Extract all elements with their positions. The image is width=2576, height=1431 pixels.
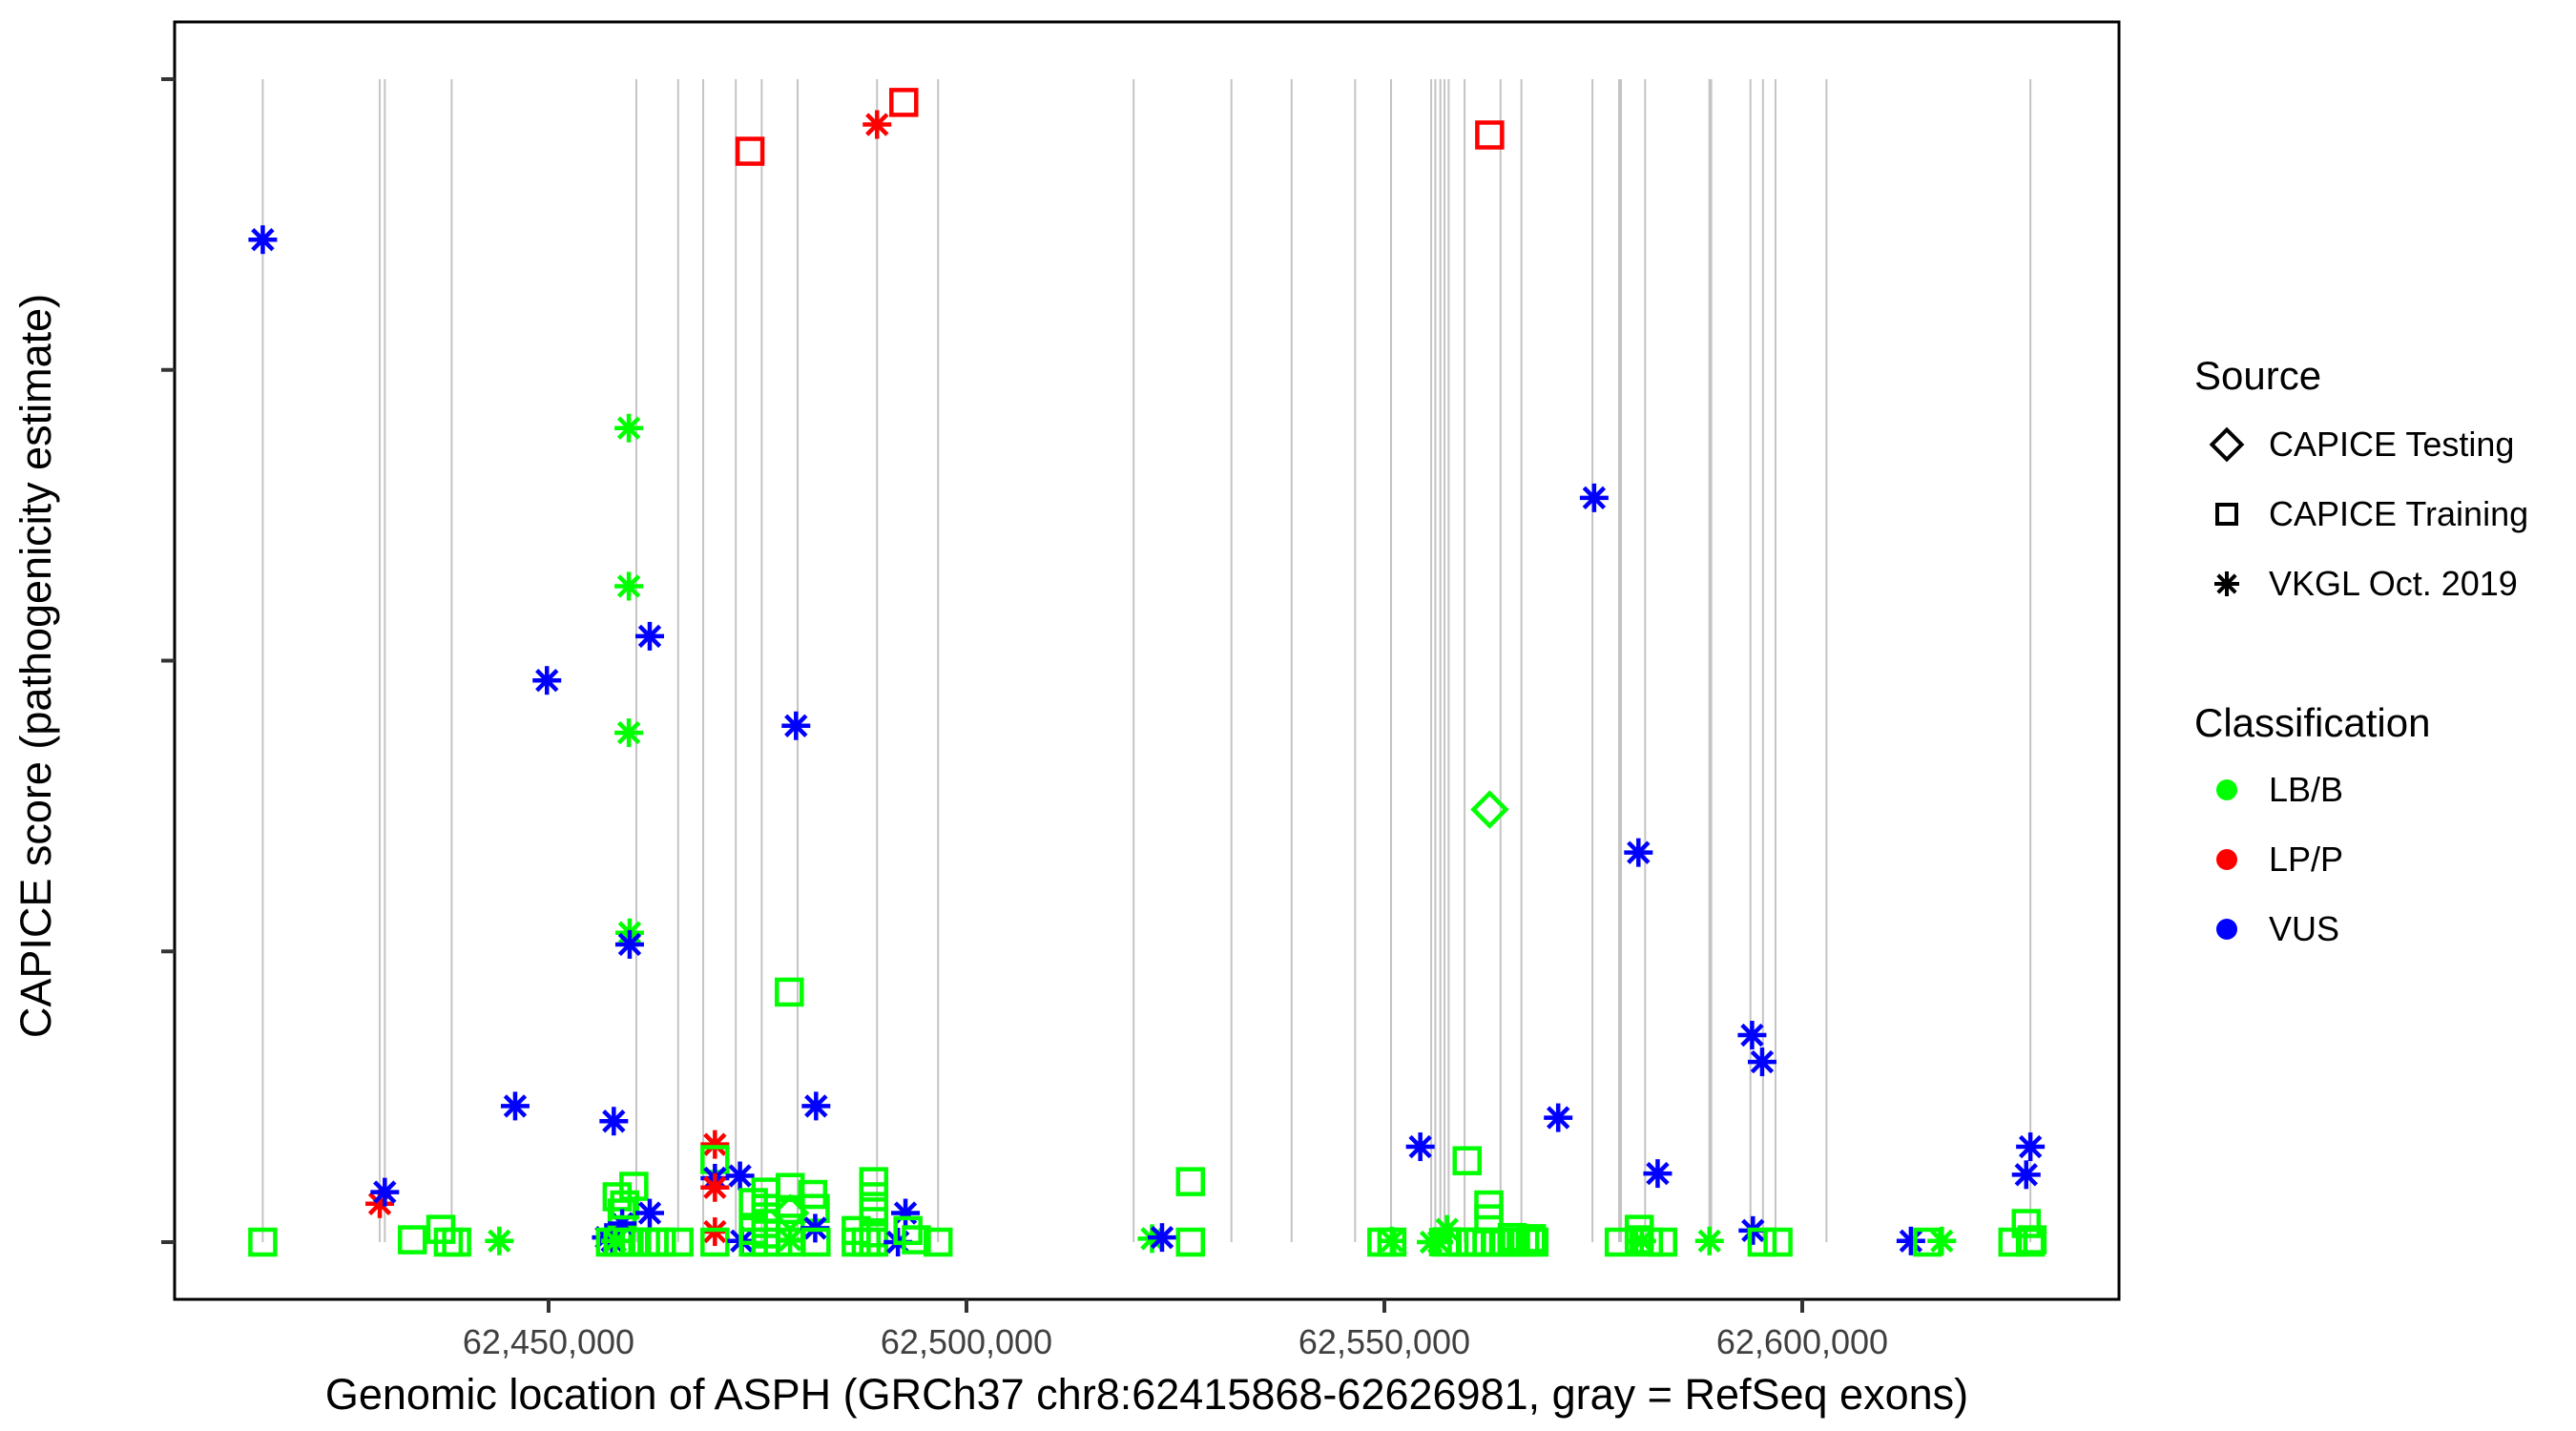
point-training-LBB [923, 1227, 953, 1257]
point-training-LBB [1648, 1227, 1677, 1257]
point-vkgl-VUS [725, 1161, 755, 1191]
point-training-LBB [801, 1227, 831, 1257]
point-vkgl-LBB [1694, 1226, 1724, 1255]
point-training-LBB [2017, 1225, 2047, 1255]
x-tick-label: 62,600,000 [1715, 1322, 1889, 1361]
legend-item-lbb: LB/B [2269, 770, 2344, 809]
point-vkgl-VUS [2016, 1132, 2046, 1162]
point-vkgl-VUS [635, 621, 665, 651]
point-vkgl-VUS [2011, 1160, 2041, 1190]
point-vkgl-LBB [614, 571, 644, 601]
legend-classification-title: Classification [2194, 700, 2431, 745]
point-training-LBB [442, 1227, 471, 1257]
point-training-LBB [619, 1172, 649, 1201]
point-vkgl-VUS [1747, 1047, 1776, 1077]
point-vkgl-LBB [485, 1226, 514, 1255]
point-vkgl-LBB [1927, 1226, 1957, 1255]
y-axis-title: CAPICE score (pathogenicity estimate) [11, 293, 60, 1039]
x-tick-label: 62,550,000 [1298, 1322, 1471, 1361]
point-vkgl-LBB [614, 718, 644, 748]
legend-item-vus: VUS [2269, 909, 2340, 948]
x-tick-label: 62,500,000 [880, 1322, 1053, 1361]
point-training-LPP [889, 88, 919, 117]
capice-training-square-icon [2204, 491, 2250, 537]
point-vkgl-VUS [1147, 1223, 1176, 1253]
point-training-LBB [248, 1227, 278, 1257]
point-training-LBB [610, 1190, 639, 1220]
lbb-dot-icon [2204, 767, 2250, 813]
point-vkgl-LPP [700, 1172, 730, 1202]
point-vkgl-VUS [635, 1198, 665, 1228]
legend-item-lpp: LP/P [2269, 840, 2344, 879]
point-training-LBB [1998, 1227, 2027, 1257]
legend-item-capice-training: CAPICE Training [2269, 494, 2529, 533]
point-training-LBB [859, 1167, 889, 1196]
point-training-LBB [1519, 1227, 1549, 1257]
point-vkgl-VUS [248, 225, 278, 255]
point-training-LBB [647, 1227, 676, 1257]
point-training-LBB [700, 1227, 730, 1257]
point-vkgl-VUS [1579, 483, 1609, 512]
capice-testing-diamond-icon [2204, 422, 2250, 467]
point-vkgl-VUS [1737, 1021, 1767, 1050]
point-vkgl-VUS [370, 1177, 400, 1207]
point-training-LBB [1747, 1227, 1777, 1257]
point-vkgl-VUS [1405, 1132, 1435, 1162]
point-training-LBB [1175, 1227, 1206, 1257]
point-training-LBB [775, 977, 804, 1007]
point-training-LBB [1763, 1227, 1793, 1257]
vus-dot-icon [2204, 906, 2250, 952]
point-vkgl-LPP [700, 1130, 730, 1159]
point-training-LBB [1455, 1227, 1485, 1257]
x-tick-label: 62,450,000 [462, 1322, 635, 1361]
point-vkgl-VUS [1544, 1103, 1573, 1132]
point-vkgl-VUS [614, 929, 644, 959]
point-training-LBB [893, 1215, 923, 1246]
point-vkgl-LPP [365, 1189, 395, 1218]
point-vkgl-VUS [1896, 1226, 1925, 1255]
vkgl-asterisk-icon [2204, 561, 2250, 607]
point-training-LBB [664, 1227, 694, 1257]
x-axis-title: Genomic location of ASPH (GRCh37 chr8:62… [324, 1370, 1969, 1419]
point-vkgl-VUS [1624, 838, 1653, 867]
point-vkgl-LBB [614, 413, 644, 443]
point-vkgl-VUS [599, 1107, 629, 1136]
point-testing-LBB [1470, 790, 1509, 829]
point-training-LBB [1175, 1167, 1206, 1196]
point-training-LBB [397, 1225, 427, 1255]
legend-source-title: Source [2194, 353, 2322, 398]
legend-item-capice-testing: CAPICE Testing [2269, 425, 2515, 464]
point-vkgl-VUS [801, 1091, 831, 1121]
point-training-LBB [1472, 1227, 1502, 1257]
legend-item-vkgl: VKGL Oct. 2019 [2269, 564, 2518, 603]
point-vkgl-LPP [862, 110, 892, 139]
point-vkgl-VUS [1643, 1159, 1672, 1189]
point-training-LBB [1516, 1224, 1547, 1254]
point-vkgl-VUS [500, 1091, 530, 1121]
point-training-LPP [735, 136, 765, 166]
point-training-LBB [1464, 1227, 1494, 1257]
point-training-LPP [1475, 120, 1505, 150]
point-vkgl-VUS [781, 711, 811, 740]
point-training-LBB [859, 1182, 889, 1212]
point-training-LBB [902, 1225, 931, 1255]
lpp-dot-icon [2204, 837, 2250, 882]
point-vkgl-LBB [1377, 1226, 1406, 1255]
point-vkgl-VUS [532, 666, 562, 695]
point-training-LBB [859, 1197, 889, 1227]
point-training-LBB [1452, 1146, 1482, 1175]
